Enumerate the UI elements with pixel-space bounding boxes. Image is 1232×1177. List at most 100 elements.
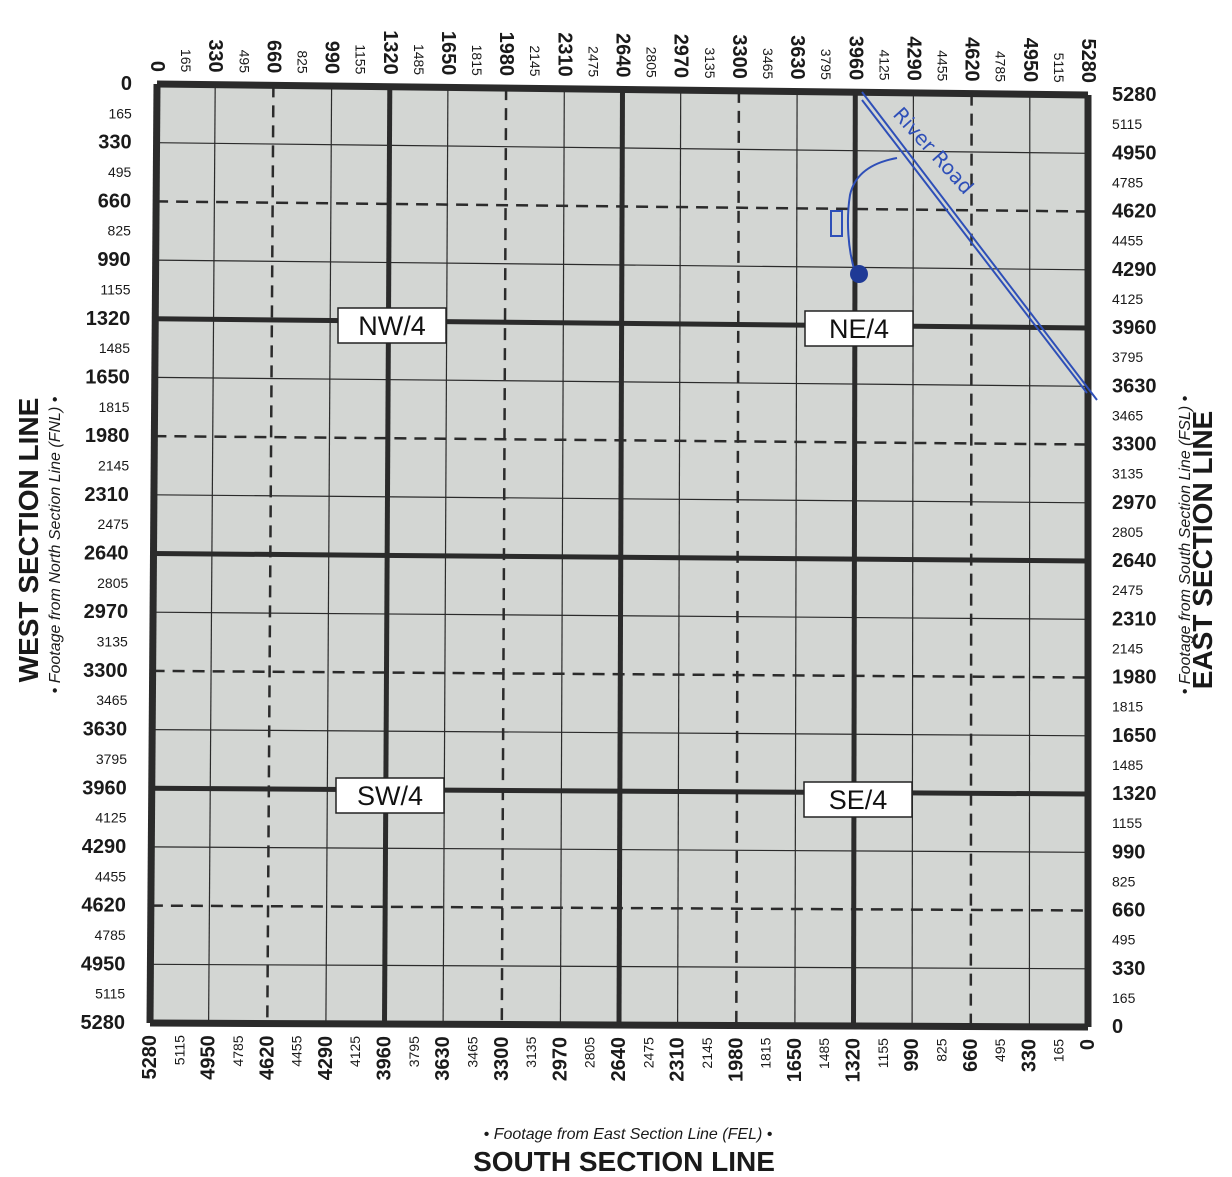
right-tick-label: 990 bbox=[1112, 841, 1145, 863]
left-tick-label: 3795 bbox=[96, 751, 127, 767]
left-tick-label: 0 bbox=[121, 73, 132, 95]
west-section-title: WEST SECTION LINE bbox=[13, 398, 44, 683]
bottom-tick-label: 3960 bbox=[374, 1036, 396, 1081]
top-tick-label: 1980 bbox=[495, 32, 517, 77]
right-tick-label: 3630 bbox=[1112, 375, 1157, 397]
left-tick-label: 4620 bbox=[81, 895, 126, 917]
top-tick-label: 1650 bbox=[437, 31, 459, 76]
left-tick-label: 4290 bbox=[82, 836, 127, 858]
east-section-title: EAST SECTION LINE bbox=[1187, 411, 1218, 689]
river-road-line-1 bbox=[861, 91, 1098, 401]
left-tick-label: 990 bbox=[97, 249, 130, 271]
left-tick-label: 3135 bbox=[97, 634, 128, 650]
top-tick-label: 5115 bbox=[1051, 53, 1067, 83]
top-tick-label: 2310 bbox=[553, 32, 575, 77]
svg-text:NE/4: NE/4 bbox=[829, 314, 889, 344]
bottom-tick-label: 4455 bbox=[289, 1035, 305, 1066]
left-tick-label: 1815 bbox=[98, 399, 129, 415]
left-tick-label: 1980 bbox=[85, 425, 130, 447]
left-tick-label: 2145 bbox=[98, 458, 129, 474]
right-tick-label: 5280 bbox=[1112, 84, 1157, 106]
south-section-title: SOUTH SECTION LINE bbox=[473, 1146, 775, 1177]
svg-text:SE/4: SE/4 bbox=[829, 785, 888, 815]
svg-text:NW/4: NW/4 bbox=[358, 311, 426, 341]
left-tick-label: 5115 bbox=[95, 986, 125, 1002]
left-tick-label: 165 bbox=[108, 105, 132, 121]
bottom-tick-label: 330 bbox=[1018, 1039, 1040, 1072]
quarter-label-nw: NW/4 bbox=[337, 307, 447, 344]
bottom-tick-label: 3795 bbox=[406, 1036, 422, 1067]
left-tick-label: 2310 bbox=[84, 484, 129, 506]
bottom-tick-label: 4125 bbox=[347, 1036, 363, 1067]
right-tick-label: 4455 bbox=[1112, 233, 1143, 249]
bottom-tick-label: 1155 bbox=[875, 1038, 891, 1068]
top-tick-label: 1320 bbox=[379, 30, 401, 75]
right-tick-label: 2970 bbox=[1112, 492, 1157, 514]
horizontal-grid-quarter-line bbox=[151, 785, 1089, 797]
top-tick-label: 0 bbox=[146, 61, 168, 72]
bottom-tick-label: 3465 bbox=[464, 1036, 480, 1067]
right-tick-label: 2310 bbox=[1112, 608, 1157, 630]
bottom-tick-label: 4785 bbox=[230, 1035, 246, 1066]
right-tick-label: 165 bbox=[1112, 990, 1136, 1006]
west-footage-note: • Footage from North Section Line (FNL) … bbox=[47, 396, 64, 693]
horizontal-grid-boundary-line bbox=[156, 80, 1089, 99]
top-tick-label: 3135 bbox=[702, 47, 718, 78]
top-tick-label: 4950 bbox=[1019, 38, 1041, 83]
top-tick-label: 330 bbox=[204, 39, 226, 72]
left-tick-label: 2805 bbox=[97, 575, 128, 591]
left-tick-label: 825 bbox=[108, 223, 132, 239]
right-tick-label: 4785 bbox=[1112, 174, 1143, 190]
top-tick-label: 2475 bbox=[585, 46, 601, 77]
grid-lines bbox=[146, 80, 1092, 1031]
right-tick-label: 1485 bbox=[1112, 757, 1143, 773]
pad-site-marker bbox=[830, 210, 843, 237]
quarter-label-se: SE/4 bbox=[803, 781, 913, 818]
right-tick-label: 4950 bbox=[1112, 142, 1157, 164]
left-tick-label: 330 bbox=[98, 132, 131, 154]
right-tick-label: 4125 bbox=[1112, 291, 1143, 307]
right-tick-label: 660 bbox=[1112, 900, 1145, 922]
top-tick-label: 2805 bbox=[644, 47, 660, 78]
top-tick-label: 3630 bbox=[786, 35, 808, 80]
bottom-tick-label: 3300 bbox=[491, 1037, 513, 1082]
top-tick-label: 1155 bbox=[353, 44, 369, 74]
bottom-tick-label: 2805 bbox=[582, 1037, 598, 1068]
top-tick-label: 990 bbox=[321, 41, 343, 74]
left-tick-label: 3465 bbox=[96, 692, 127, 708]
bottom-tick-label: 1650 bbox=[784, 1038, 806, 1083]
left-tick-label: 4785 bbox=[95, 927, 126, 943]
right-tick-label: 1155 bbox=[1112, 815, 1142, 831]
bottom-tick-label: 4620 bbox=[256, 1036, 278, 1081]
left-tick-label: 1650 bbox=[85, 366, 130, 388]
left-tick-label: 3630 bbox=[83, 719, 128, 741]
quarter-label-sw: SW/4 bbox=[335, 777, 445, 814]
top-tick-label: 2145 bbox=[527, 45, 543, 76]
left-tick-label: 4950 bbox=[81, 953, 126, 975]
top-tick-label: 1815 bbox=[469, 45, 485, 76]
horizontal-grid-quarter-line bbox=[153, 551, 1089, 564]
right-tick-label: 1980 bbox=[1112, 667, 1157, 689]
top-tick-label: 4125 bbox=[876, 49, 892, 80]
vertical-grid-quarter-line bbox=[851, 92, 858, 1027]
right-tick-label: 825 bbox=[1112, 873, 1136, 889]
bottom-tick-label: 1815 bbox=[758, 1037, 774, 1068]
well-location-marker bbox=[850, 265, 868, 283]
left-tick-label: 495 bbox=[108, 164, 132, 180]
left-tick-label: 4125 bbox=[95, 810, 126, 826]
right-tick-label: 5115 bbox=[1112, 116, 1142, 132]
top-tick-label: 1485 bbox=[411, 44, 427, 75]
bottom-tick-label: 4290 bbox=[315, 1036, 337, 1081]
right-tick-label: 3795 bbox=[1112, 349, 1143, 365]
vertical-grid-boundary-line bbox=[146, 83, 161, 1024]
top-tick-label: 2640 bbox=[612, 33, 634, 78]
right-tick-label: 4620 bbox=[1112, 201, 1157, 223]
right-tick-label: 1815 bbox=[1112, 699, 1143, 715]
bottom-tick-label: 825 bbox=[933, 1038, 949, 1062]
left-tick-label: 5280 bbox=[81, 1012, 126, 1034]
right-tick-label: 3960 bbox=[1112, 317, 1157, 339]
bottom-tick-label: 2640 bbox=[608, 1037, 630, 1082]
quarter-label-ne: NE/4 bbox=[804, 310, 914, 347]
top-tick-label: 4455 bbox=[935, 50, 951, 81]
